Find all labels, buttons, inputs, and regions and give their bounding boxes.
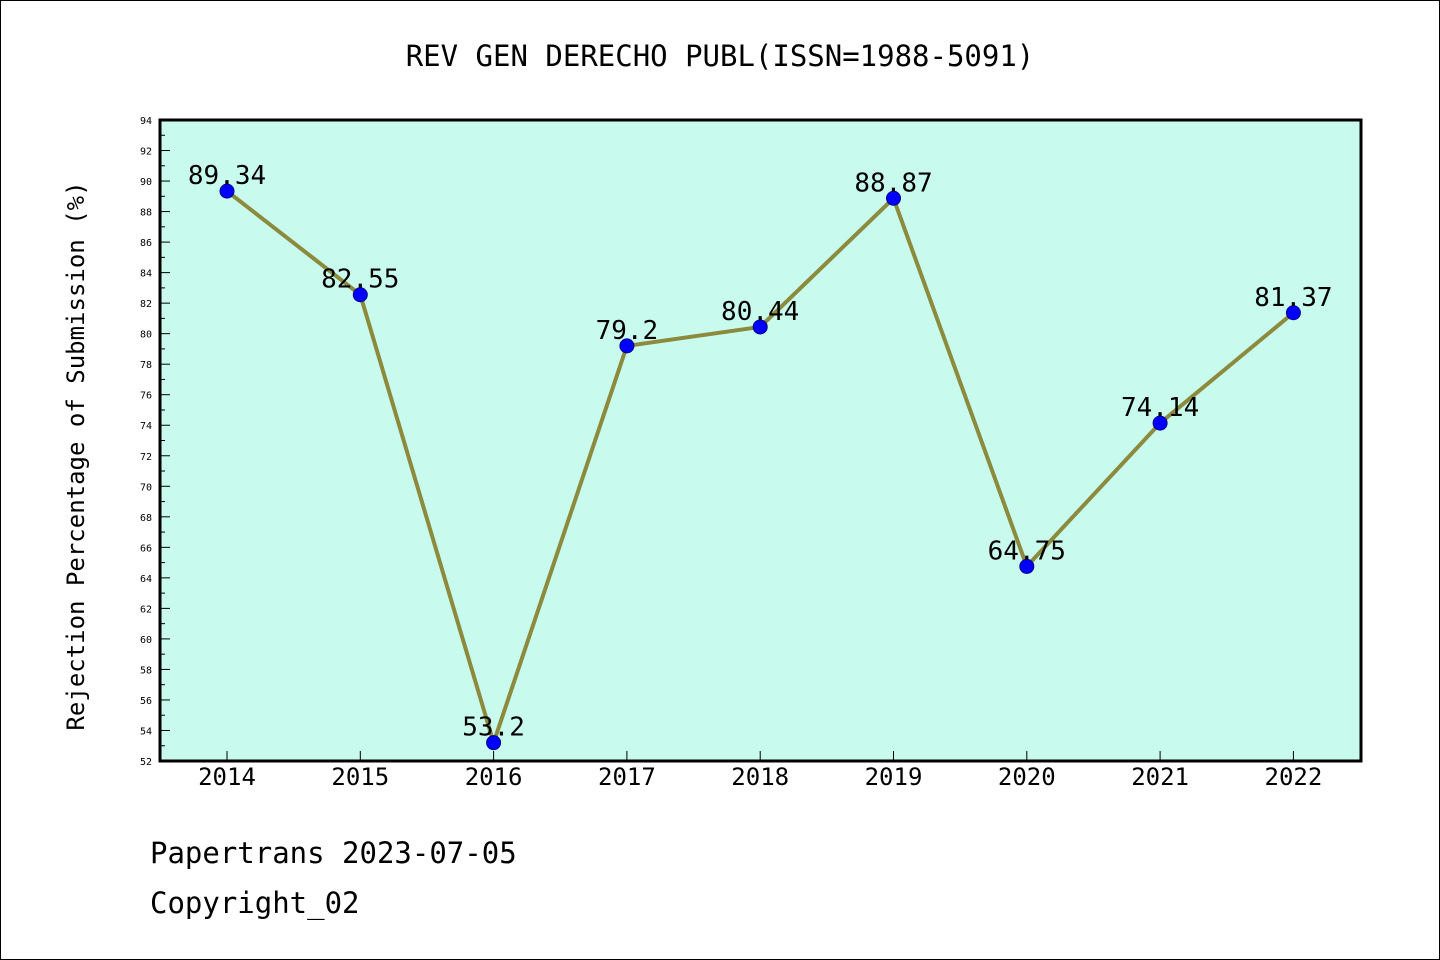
x-tick-label: 2015	[331, 763, 389, 791]
data-point	[486, 735, 502, 751]
source-footer: Papertrans 2023-07-05	[150, 836, 517, 870]
y-tick-label: 88	[140, 208, 152, 219]
y-tick-label: 76	[140, 391, 152, 402]
y-tick-label: 84	[140, 269, 152, 280]
y-tick-label: 82	[140, 299, 152, 310]
y-tick-label: 60	[140, 635, 152, 646]
data-point	[619, 338, 635, 354]
y-tick-label: 92	[140, 147, 152, 158]
data-point	[752, 319, 768, 335]
data-label: 81.37	[1254, 283, 1332, 313]
x-tick-label: 2021	[1131, 763, 1189, 791]
y-tick-label: 74	[140, 421, 152, 432]
x-tick-label: 2020	[998, 763, 1056, 791]
data-point	[1019, 558, 1035, 574]
data-label: 53.2	[462, 713, 525, 743]
series-layer: 89.34 82.55 53.2 79.2 80.44 88.87 64.75 74.14 81…	[188, 161, 1333, 751]
x-tick-label: 2018	[731, 763, 789, 791]
data-label: 89.34	[188, 161, 266, 191]
data-label: 80.44	[721, 297, 799, 327]
y-tick-label: 80	[140, 330, 152, 341]
x-tick-label: 2019	[865, 763, 923, 791]
data-label: 79.2	[596, 316, 659, 346]
plot-area	[158, 118, 1363, 763]
data-label: 64.75	[988, 536, 1066, 566]
y-tick-label: 94	[140, 116, 152, 127]
data-label: 82.55	[321, 265, 399, 295]
data-point	[886, 190, 901, 206]
x-tick-label: 2022	[1265, 763, 1323, 791]
y-tick-label: 52	[140, 757, 152, 768]
data-point	[1152, 415, 1168, 431]
y-tick-label: 54	[140, 726, 152, 737]
y-tick-label: 66	[140, 543, 152, 554]
y-tick-label: 86	[140, 238, 152, 249]
x-tick-label: 2016	[465, 763, 523, 791]
copyright-footer: Copyright_02	[150, 886, 360, 920]
x-tick-label: 2017	[598, 763, 656, 791]
data-point	[1285, 305, 1301, 321]
chart-title: REV GEN DERECHO PUBL(ISSN=1988-5091)	[406, 39, 1035, 73]
y-tick-label: 58	[140, 665, 152, 676]
data-point	[352, 287, 368, 303]
data-point	[219, 183, 235, 199]
y-axis-label: Rejection Percentage of Submission (%)	[62, 181, 90, 730]
y-tick-label: 72	[140, 452, 152, 463]
x-axis: 2014 2015 2016 2017 2018 2019 2020 2021 2022	[198, 751, 1322, 791]
y-tick-label: 64	[140, 574, 152, 585]
y-tick-label: 90	[140, 177, 152, 188]
y-tick-label: 56	[140, 696, 152, 707]
data-label: 74.14	[1121, 393, 1199, 423]
y-axis: 52 54 56 58 60 62 64 66 68 70 72 74 76 78 80 82 84 86 88 90…	[140, 116, 170, 768]
y-tick-label: 62	[140, 604, 152, 615]
y-tick-label: 70	[140, 482, 152, 493]
y-tick-label: 78	[140, 360, 152, 371]
data-label: 88.87	[854, 168, 932, 198]
y-tick-label: 68	[140, 513, 152, 524]
x-tick-label: 2014	[198, 763, 256, 791]
